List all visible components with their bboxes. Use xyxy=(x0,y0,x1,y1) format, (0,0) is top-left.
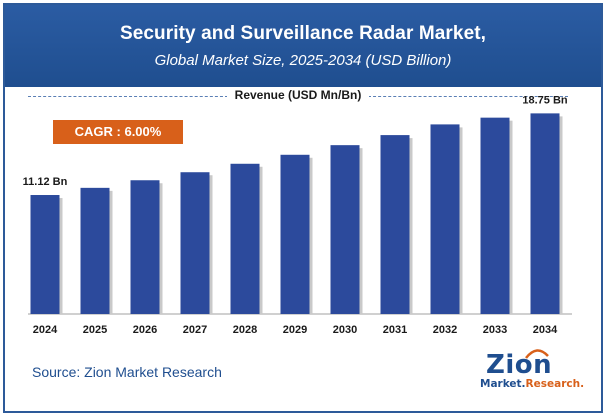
zion-logo: Zion Market.Research. xyxy=(478,349,584,398)
x-tick-2032: 2032 xyxy=(433,324,457,336)
legend-dash-right xyxy=(368,96,568,97)
cagr-badge: CAGR : 6.00% xyxy=(53,120,183,144)
x-tick-2024: 2024 xyxy=(33,324,58,336)
data-label-2034: 18.75 Bn xyxy=(522,94,568,106)
chart-subtitle: Global Market Size, 2025-2034 (USD Billi… xyxy=(154,52,452,69)
bar-2028 xyxy=(230,163,260,314)
bar-2032 xyxy=(430,124,460,315)
x-tick-2030: 2030 xyxy=(333,324,357,336)
x-tick-2033: 2033 xyxy=(483,324,507,336)
x-tick-2026: 2026 xyxy=(133,324,157,336)
logo-wordmark: Zion xyxy=(486,350,553,380)
x-tick-2028: 2028 xyxy=(233,324,257,336)
bar-2033 xyxy=(480,117,510,314)
bar-2026 xyxy=(130,180,160,314)
logo-arc-icon xyxy=(525,349,549,359)
x-tick-2031: 2031 xyxy=(383,324,407,336)
bar-2025 xyxy=(80,187,110,314)
bar-2029 xyxy=(280,154,310,314)
logo-subtitle: Market.Research. xyxy=(480,378,584,390)
source-note: Source: Zion Market Research xyxy=(32,364,222,380)
bar-2031 xyxy=(380,135,410,314)
legend-dash-left xyxy=(28,96,228,97)
bar-2027 xyxy=(180,172,210,314)
bar-2030 xyxy=(330,145,360,314)
x-tick-2025: 2025 xyxy=(83,324,107,336)
x-tick-2034: 2034 xyxy=(533,324,558,336)
logo-sub-market: Market. xyxy=(480,378,526,390)
chart-header: Security and Surveillance Radar Market, … xyxy=(5,5,601,87)
legend: Revenue (USD Mn/Bn) xyxy=(28,88,568,104)
x-tick-2029: 2029 xyxy=(283,324,307,336)
legend-label: Revenue (USD Mn/Bn) xyxy=(226,88,370,102)
chart-title: Security and Surveillance Radar Market, xyxy=(119,23,487,44)
bar-2034 xyxy=(530,113,560,314)
bar-2024 xyxy=(30,195,60,314)
x-tick-2027: 2027 xyxy=(183,324,207,336)
data-label-2024: 11.12 Bn xyxy=(23,176,68,188)
logo-sub-research: Research. xyxy=(525,378,585,390)
